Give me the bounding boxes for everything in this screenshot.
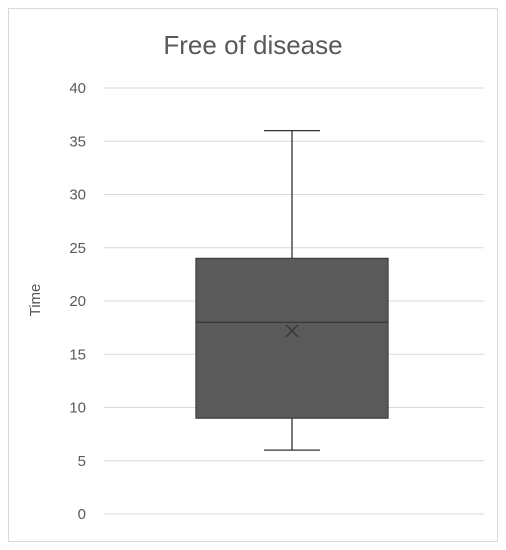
gridlines	[104, 87, 484, 515]
y-tick-label-0: 0	[78, 506, 86, 523]
mean-marker-stroke-b	[285, 324, 299, 338]
y-tick-label-40: 40	[69, 80, 86, 97]
y-tick-label-15: 15	[69, 346, 86, 363]
mean-marker	[285, 324, 299, 338]
chart-title: Free of disease	[163, 30, 342, 60]
y-tick-label-35: 35	[69, 133, 86, 150]
plot-area	[195, 129, 389, 451]
y-axis-label: Time	[27, 284, 44, 317]
y-tick-label-25: 25	[69, 240, 86, 257]
y-tick-label-5: 5	[78, 453, 86, 470]
y-tick-labels: 0 5 10 15 20 25 30 35 40	[69, 80, 86, 523]
interquartile-box	[195, 257, 389, 419]
y-tick-label-20: 20	[69, 293, 86, 310]
y-tick-label-30: 30	[69, 187, 86, 204]
y-tick-label-10: 10	[69, 400, 86, 417]
